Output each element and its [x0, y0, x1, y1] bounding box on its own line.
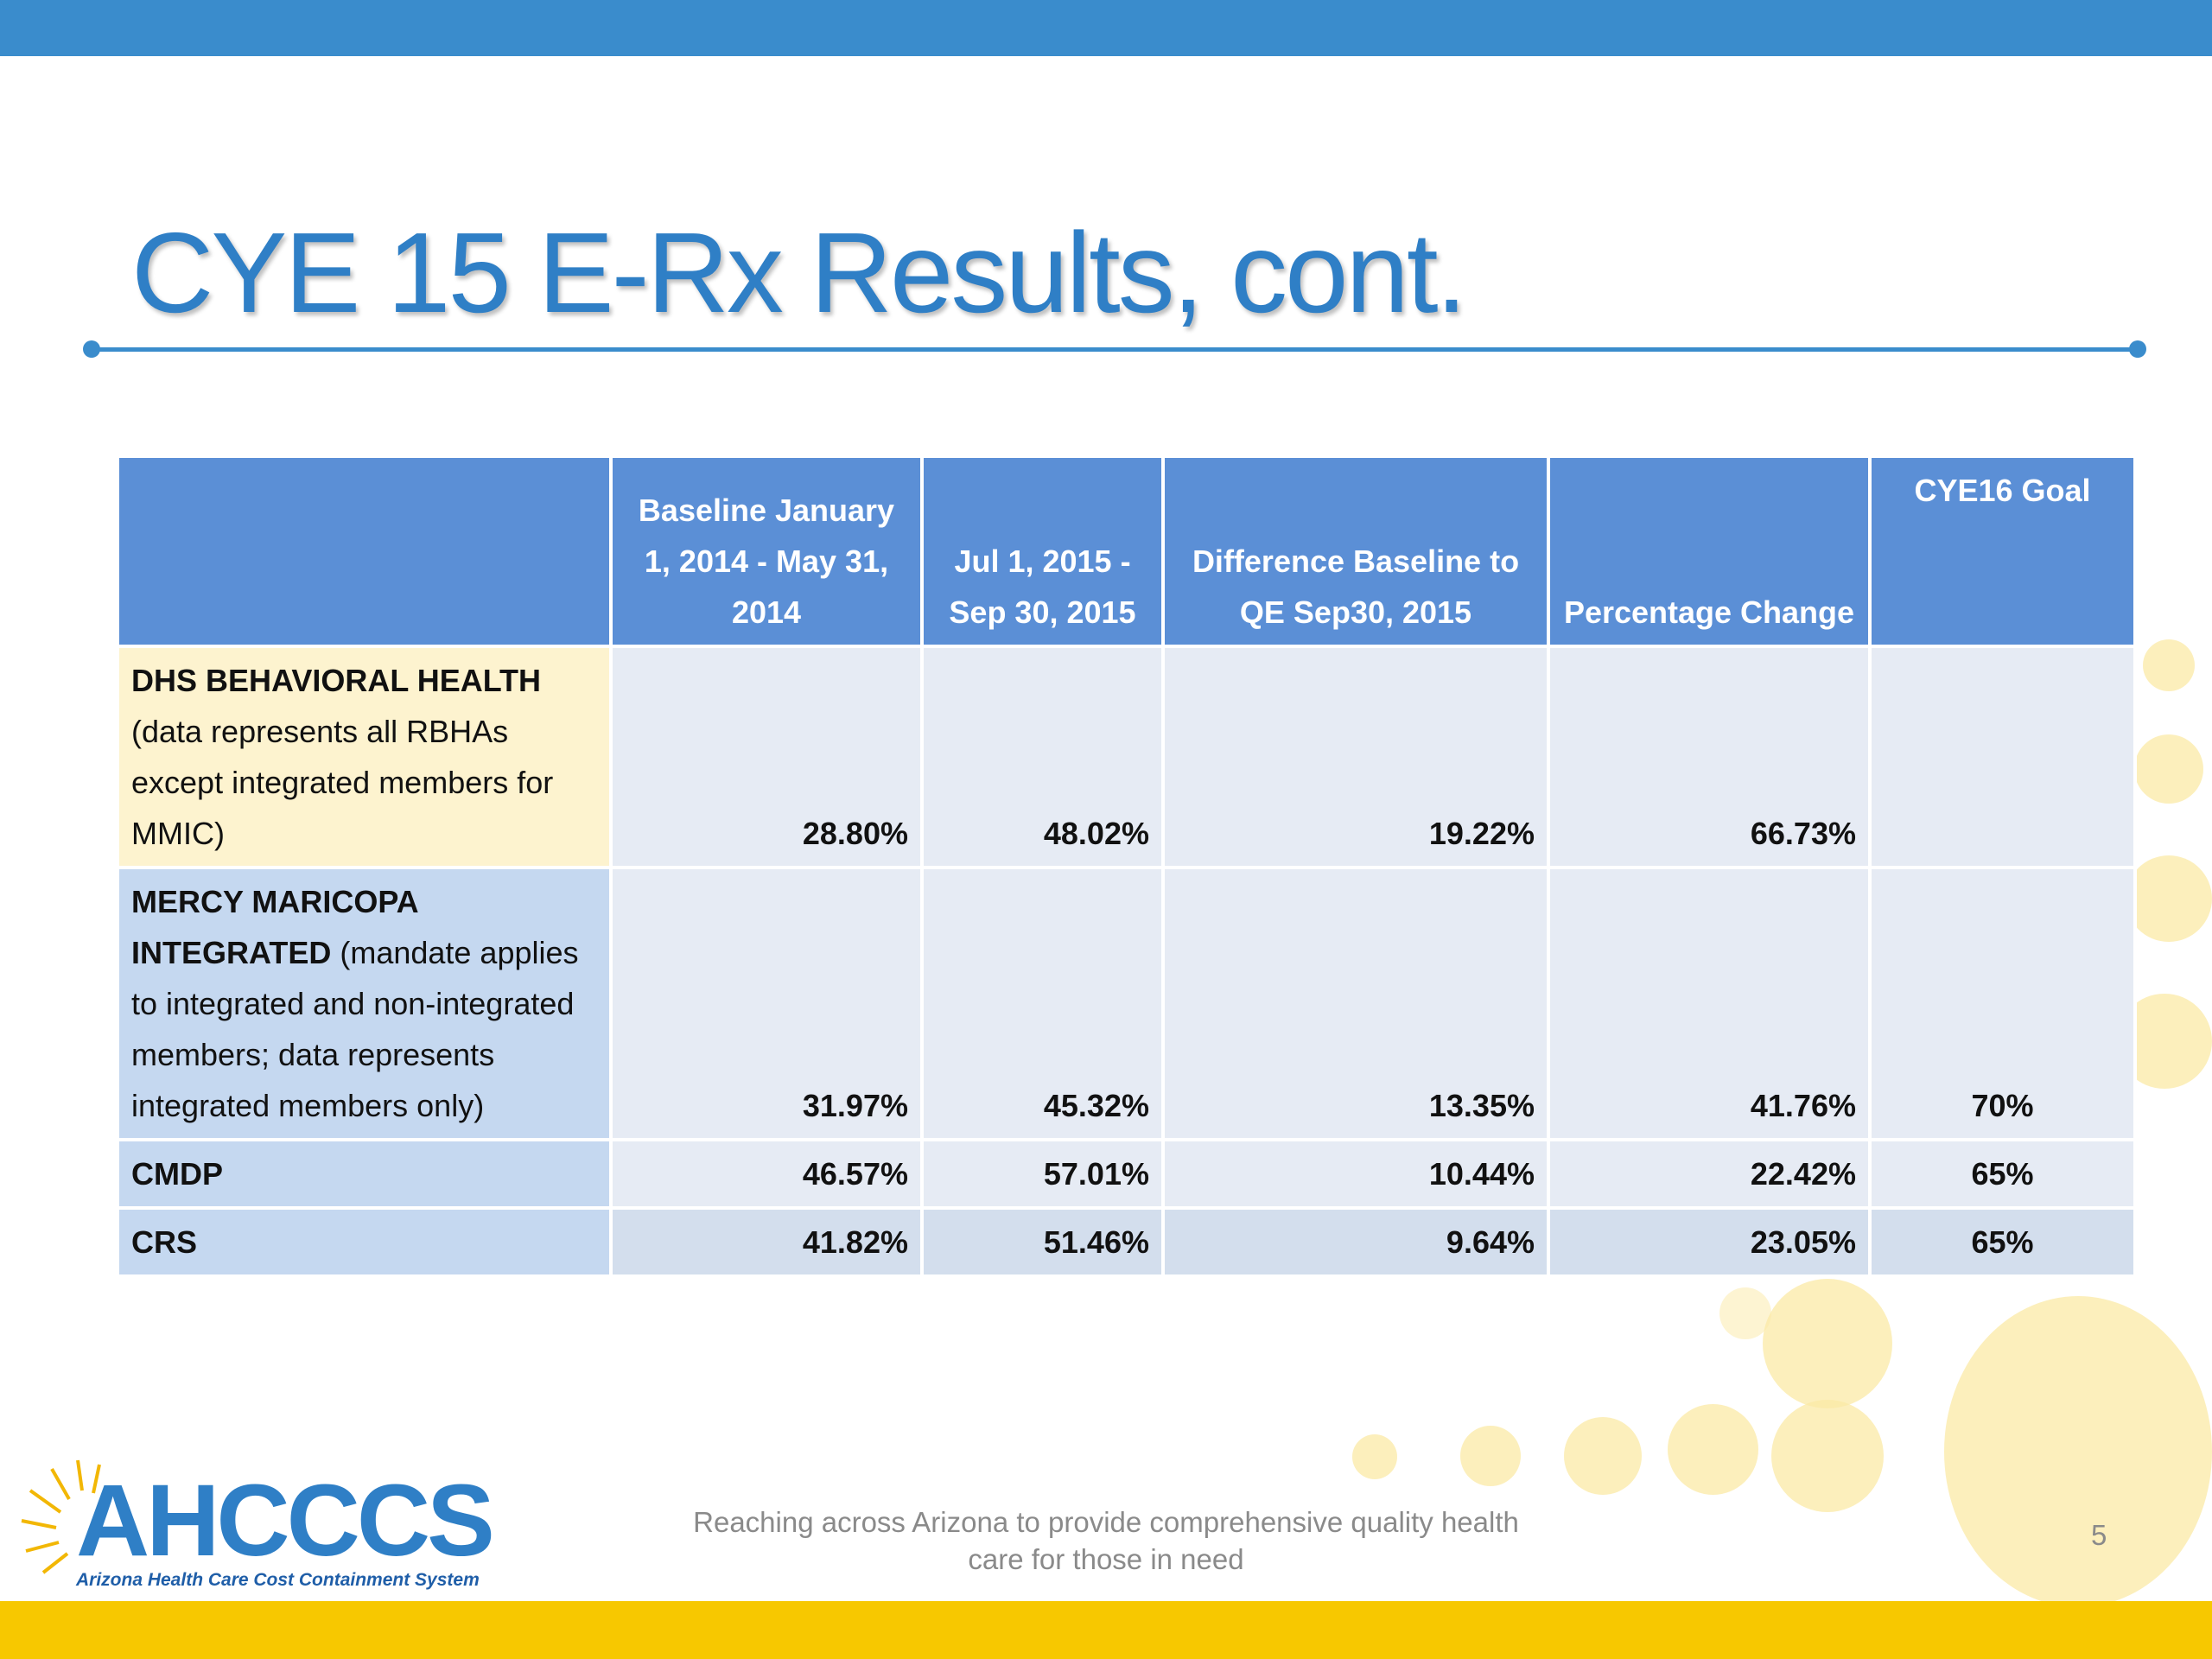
decor-circle — [1719, 1287, 1771, 1339]
data-cell: 23.05% — [1547, 1206, 1872, 1278]
header-row: Baseline January 1, 2014 - May 31, 2014 J… — [116, 454, 2137, 648]
row-label-bold: MERCY MARICOPA INTEGRATED — [131, 884, 418, 970]
decor-circle — [1460, 1426, 1521, 1486]
bottom-bar — [0, 1601, 2212, 1659]
row-label-detail: (data represents all RBHAs except integr… — [131, 714, 554, 851]
decor-circle — [2126, 855, 2212, 942]
logo-subtitle: Arizona Health Care Cost Containment Sys… — [76, 1570, 480, 1590]
data-cell: 48.02% — [920, 645, 1165, 869]
row-label: CRS — [116, 1206, 613, 1278]
data-cell: 70% — [1868, 866, 2137, 1141]
data-cell: 31.97% — [609, 866, 924, 1141]
data-cell: 41.76% — [1547, 866, 1872, 1141]
data-cell: 22.42% — [1547, 1138, 1872, 1210]
data-cell — [1868, 645, 2137, 869]
rule-dot — [83, 340, 100, 358]
data-cell: 41.82% — [609, 1206, 924, 1278]
column-header: Baseline January 1, 2014 - May 31, 2014 — [609, 454, 924, 648]
data-cell: 19.22% — [1161, 645, 1550, 869]
data-cell: 66.73% — [1547, 645, 1872, 869]
row-label-bold: CMDP — [131, 1156, 223, 1192]
decor-circle — [1763, 1279, 1892, 1408]
table-body: DHS BEHAVIORAL HEALTH (data represents al… — [116, 645, 2137, 1278]
decor-circle — [1771, 1400, 1884, 1512]
data-cell: 10.44% — [1161, 1138, 1550, 1210]
top-bar — [0, 0, 2212, 56]
decor-circle — [1668, 1404, 1758, 1495]
row-label: DHS BEHAVIORAL HEALTH (data represents al… — [116, 645, 613, 869]
row-label-detail: (mandate applies to integrated and non-i… — [131, 935, 579, 1123]
row-label-bold: DHS BEHAVIORAL HEALTH — [131, 663, 542, 698]
logo-sun — [21, 1459, 101, 1574]
data-cell: 13.35% — [1161, 866, 1550, 1141]
data-cell: 65% — [1868, 1138, 2137, 1210]
table-row: MERCY MARICOPA INTEGRATED (mandate appli… — [116, 866, 2137, 1141]
decor-circle — [1564, 1417, 1642, 1495]
title-rule — [92, 347, 2138, 352]
rule-dot — [2129, 340, 2146, 358]
results-table: Baseline January 1, 2014 - May 31, 2014 J… — [116, 454, 2137, 1278]
column-header: Jul 1, 2015 - Sep 30, 2015 — [920, 454, 1165, 648]
decor-circle — [2134, 734, 2203, 804]
data-cell: 28.80% — [609, 645, 924, 869]
decor-circle — [1352, 1434, 1397, 1479]
row-label: MERCY MARICOPA INTEGRATED (mandate appli… — [116, 866, 613, 1141]
row-label: CMDP — [116, 1138, 613, 1210]
column-header: CYE16 Goal — [1868, 454, 2137, 648]
slide-title: CYE 15 E-Rx Results, cont. — [131, 209, 1467, 336]
column-header: Percentage Change — [1547, 454, 1872, 648]
table-row: DHS BEHAVIORAL HEALTH (data represents al… — [116, 645, 2137, 869]
table-row: CRS 41.82% 51.46% 9.64% 23.05% 65% — [116, 1206, 2137, 1278]
data-cell: 57.01% — [920, 1138, 1165, 1210]
header-cell — [116, 454, 613, 648]
data-cell: 65% — [1868, 1206, 2137, 1278]
decor-circle — [2143, 639, 2195, 691]
data-cell: 46.57% — [609, 1138, 924, 1210]
data-cell: 9.64% — [1161, 1206, 1550, 1278]
column-header: Difference Baseline to QE Sep30, 2015 — [1161, 454, 1550, 648]
row-label-bold: CRS — [131, 1224, 198, 1260]
decor-circle — [1944, 1296, 2212, 1607]
data-cell: 51.46% — [920, 1206, 1165, 1278]
page-number: 5 — [2091, 1519, 2107, 1551]
tagline: Reaching across Arizona to provide compr… — [693, 1506, 1519, 1575]
table-row: CMDP 46.57% 57.01% 10.44% 22.42% 65% — [116, 1138, 2137, 1210]
data-cell: 45.32% — [920, 866, 1165, 1141]
logo-text: AHCCCS — [76, 1464, 495, 1578]
